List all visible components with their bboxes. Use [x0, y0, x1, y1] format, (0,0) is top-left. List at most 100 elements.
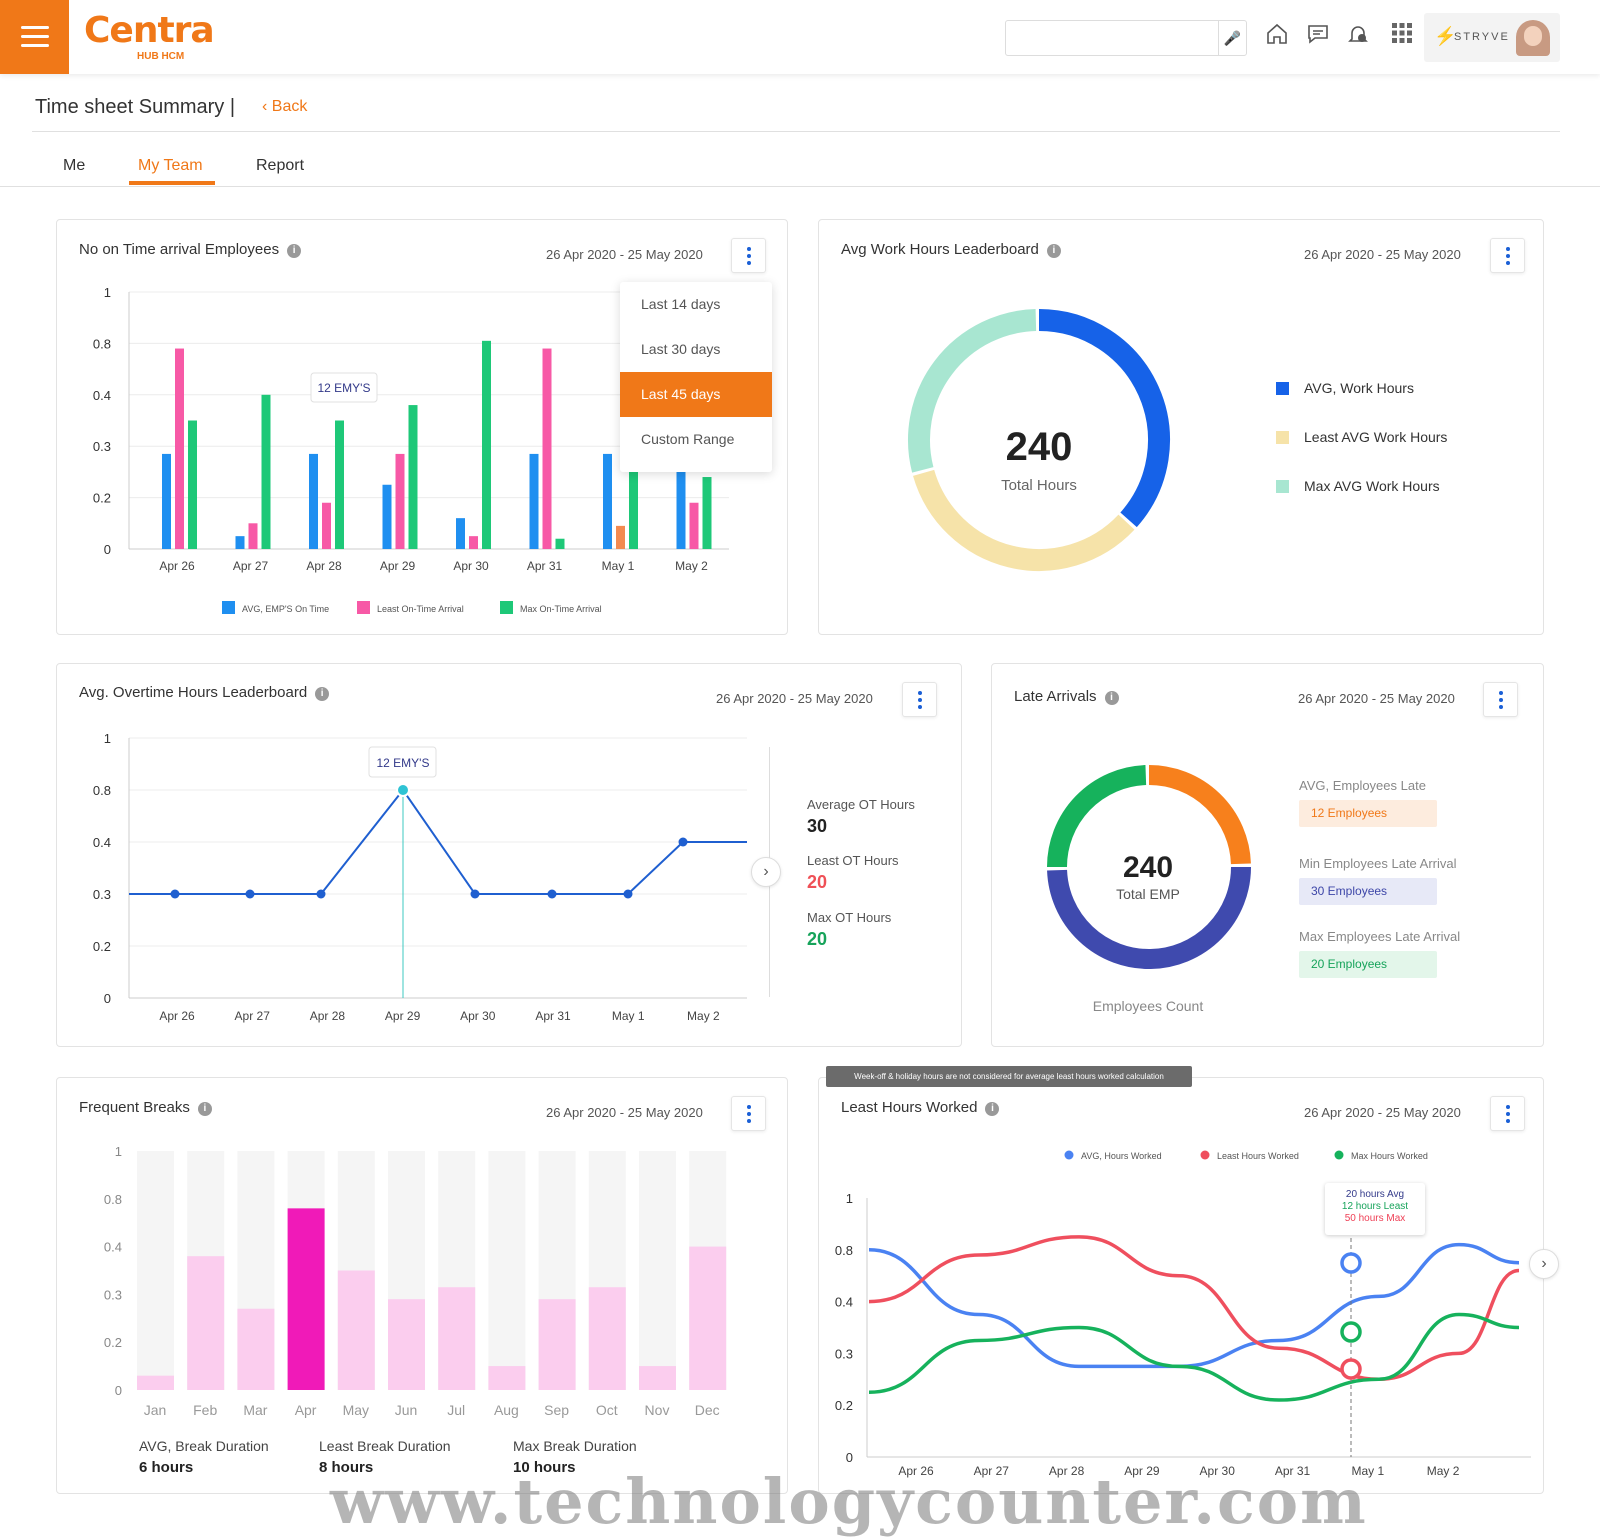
bell-icon[interactable] — [1344, 22, 1372, 50]
menu-item-last-14-days[interactable]: Last 14 days — [641, 296, 721, 312]
divider — [0, 186, 1600, 187]
donut-total-value: 240 — [1122, 851, 1174, 884]
legend-label: Max On-Time Arrival — [520, 604, 602, 614]
more-options-button[interactable] — [731, 1096, 766, 1131]
info-icon[interactable]: i — [315, 687, 330, 701]
apps-grid-icon[interactable] — [1388, 22, 1416, 50]
info-icon[interactable]: i — [1104, 691, 1119, 705]
x-tick-label: May 2 — [687, 1009, 720, 1023]
info-icon[interactable]: i — [985, 1102, 1000, 1116]
donut-segment — [913, 469, 1135, 571]
tab-me[interactable]: Me — [63, 157, 86, 174]
card-title: Avg Work Hours Leaderboard i — [841, 241, 1061, 258]
x-tick-label: May 1 — [612, 1009, 645, 1023]
bar — [456, 518, 465, 549]
menu-item-last-30-days[interactable]: Last 30 days — [641, 341, 721, 357]
chevron-right-icon[interactable]: › — [1529, 1249, 1559, 1279]
bar — [629, 397, 638, 549]
y-tick-label: 0.2 — [104, 1335, 122, 1350]
tooltip-text: 12 EMY'S — [318, 381, 371, 395]
bar — [187, 1256, 225, 1390]
data-point — [623, 889, 633, 899]
y-tick-label: 0.2 — [93, 939, 111, 954]
stat-pill: 12 Employees — [1299, 800, 1437, 827]
series-line — [129, 788, 747, 895]
work-hours-donut — [908, 309, 1170, 571]
stat-value: 6 hours — [139, 1459, 194, 1476]
stat-value: 8 hours — [319, 1459, 374, 1476]
y-tick-label: 1 — [104, 285, 111, 300]
x-tick-label: Apr 30 — [1200, 1464, 1236, 1478]
arrival-chart: 0 0.2 0.3 0.4 0.8 1 Apr 26 Apr 27 Apr 28 Apr 29 Ap… — [93, 285, 729, 614]
more-options-button[interactable] — [1490, 238, 1525, 273]
card-title: Least Hours Worked i — [841, 1099, 1000, 1116]
stat-label: Average OT Hours — [807, 797, 915, 812]
x-tick-label: Apr 26 — [159, 559, 195, 573]
chat-icon[interactable] — [1304, 22, 1332, 50]
bar — [137, 1375, 174, 1390]
more-options-button[interactable] — [731, 238, 766, 273]
back-link[interactable]: ‹ Back — [262, 98, 308, 115]
more-options-button[interactable] — [902, 682, 937, 717]
more-options-button[interactable] — [1490, 1096, 1525, 1131]
divider — [32, 131, 1560, 132]
x-tick-label: Apr 29 — [1124, 1464, 1160, 1478]
chevron-left-icon: ‹ — [262, 98, 272, 115]
tab-report[interactable]: Report — [256, 157, 305, 174]
stat-label: Max Break Duration — [513, 1438, 637, 1454]
bar — [188, 420, 197, 549]
x-tick-label: Jul — [447, 1402, 465, 1418]
stat-value: 20 — [807, 929, 828, 949]
x-tick-label: Apr 29 — [380, 559, 416, 573]
active-tab-indicator — [129, 181, 215, 185]
info-icon[interactable]: i — [287, 244, 302, 258]
x-tick-label: May 1 — [1351, 1464, 1384, 1478]
x-tick-label: Apr 26 — [898, 1464, 934, 1478]
date-range: 26 Apr 2020 - 25 May 2020 — [546, 1105, 703, 1120]
date-range: 26 Apr 2020 - 25 May 2020 — [1304, 247, 1461, 262]
y-tick-label: 0.2 — [93, 491, 111, 506]
work-hours-card: Avg Work Hours Leaderboard i 26 Apr 2020 … — [818, 219, 1544, 635]
x-tick-label: Jan — [144, 1402, 167, 1418]
donut-segment — [1038, 309, 1170, 528]
data-point — [678, 837, 688, 847]
menu-item-last-45-days[interactable]: Last 45 days — [620, 372, 772, 417]
x-tick-label: Oct — [596, 1402, 618, 1418]
info-icon[interactable]: i — [1046, 244, 1061, 258]
y-tick-label: 0.8 — [835, 1243, 853, 1258]
x-tick-label: May 1 — [602, 559, 635, 573]
search-input[interactable]: 🎤 — [1005, 20, 1247, 56]
y-tick-label: 0.3 — [104, 1287, 122, 1302]
info-icon[interactable]: i — [197, 1102, 212, 1116]
more-options-button[interactable] — [1483, 682, 1518, 717]
stat-label: Least OT Hours — [807, 853, 899, 868]
bolt-icon: ⚡ — [1434, 26, 1457, 46]
y-tick-label: 0.3 — [93, 439, 111, 454]
x-tick-label: Apr 31 — [535, 1009, 571, 1023]
avatar[interactable] — [1516, 20, 1550, 56]
menu-item-custom-range[interactable]: Custom Range — [641, 431, 735, 447]
chevron-right-icon[interactable]: › — [751, 857, 781, 887]
y-tick-label: 0 — [104, 991, 111, 1006]
y-tick-label: 1 — [104, 731, 111, 746]
donut-total-label: Total EMP — [1116, 886, 1180, 902]
hamburger-menu-icon[interactable] — [0, 0, 69, 74]
stat-pill: 20 Employees — [1299, 951, 1437, 978]
user-profile[interactable]: ⚡ STRYVE — [1424, 13, 1560, 62]
x-tick-label: Apr 31 — [527, 559, 563, 573]
bar — [309, 453, 318, 549]
bar — [529, 453, 539, 549]
data-point — [170, 889, 180, 899]
legend-swatch — [357, 601, 370, 614]
bar — [438, 1287, 476, 1390]
x-tick-label: May — [343, 1402, 369, 1418]
y-tick-label: 0.4 — [93, 835, 111, 850]
microphone-icon[interactable]: 🎤 — [1218, 21, 1246, 55]
series-line — [868, 1242, 1520, 1369]
legend-label: Least On-Time Arrival — [377, 604, 464, 614]
data-point — [316, 889, 326, 899]
home-icon[interactable] — [1263, 22, 1291, 50]
legend-max-work-hours: Max AVG Work Hours — [1276, 478, 1440, 494]
logo[interactable]: Centra HUB HCM — [84, 10, 215, 62]
tab-my-team[interactable]: My Team — [138, 157, 203, 174]
